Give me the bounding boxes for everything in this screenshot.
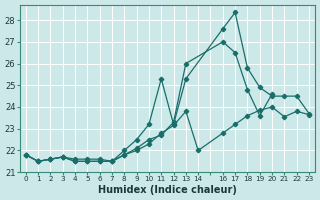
X-axis label: Humidex (Indice chaleur): Humidex (Indice chaleur) (98, 185, 237, 195)
